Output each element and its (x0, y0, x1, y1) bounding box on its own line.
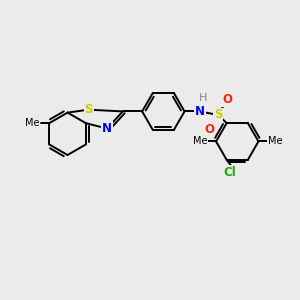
Text: Me: Me (26, 118, 40, 128)
Text: H: H (199, 93, 208, 103)
Text: N: N (102, 122, 112, 135)
Text: O: O (204, 123, 214, 136)
Text: Me: Me (268, 136, 282, 146)
Text: O: O (222, 93, 232, 106)
Text: S: S (85, 103, 93, 116)
Text: N: N (195, 105, 205, 118)
Text: Me: Me (193, 136, 207, 146)
Text: Cl: Cl (224, 166, 237, 179)
Text: S: S (214, 109, 222, 122)
